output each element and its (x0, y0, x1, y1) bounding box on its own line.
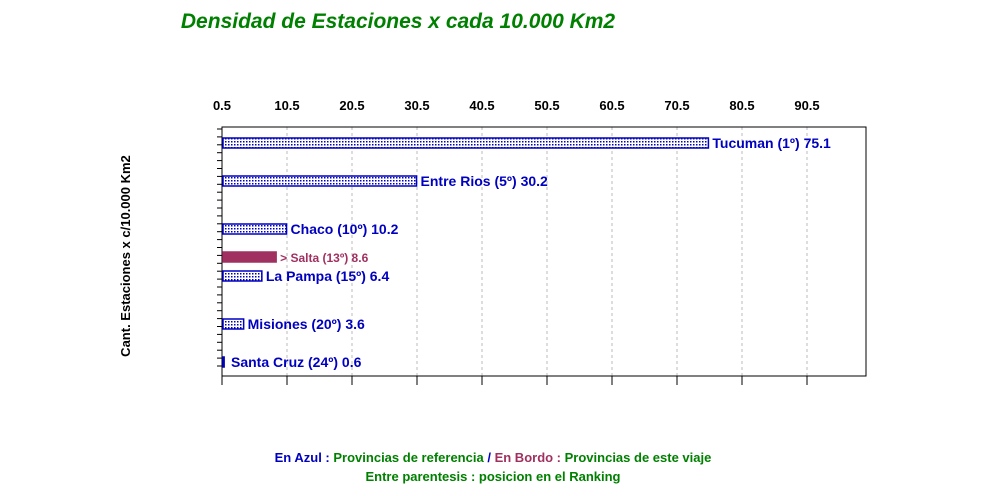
bar-layer: Tucuman (1º) 75.1 Entre Rios (5º) 30.2 Cha… (222, 135, 831, 370)
bar (222, 356, 225, 368)
bar (222, 270, 263, 282)
x-tick-label: 50.5 (534, 98, 559, 113)
bar (222, 251, 277, 263)
bar-label: Chaco (10º) 10.2 (291, 221, 399, 237)
legend-azul-key: En Azul : (274, 450, 330, 465)
x-tick-label: 10.5 (274, 98, 299, 113)
x-tick-label: 30.5 (404, 98, 429, 113)
legend-bordo-text: Provincias de este viaje (564, 450, 712, 465)
chart-title: Densidad de Estaciones x cada 10.000 Km2 (0, 10, 986, 34)
plot-area-frame (221, 126, 867, 377)
bar-label: Misiones (20º) 3.6 (248, 316, 365, 332)
bar-label: Entre Rios (5º) 30.2 (421, 173, 548, 189)
x-tick-label: 40.5 (469, 98, 494, 113)
y-axis-label: Cant. Estaciones x c/10.000 Km2 (118, 155, 133, 357)
x-tick-label: 90.5 (794, 98, 819, 113)
bar (222, 137, 710, 149)
bar (222, 223, 288, 235)
legend-line-2: Entre parentesis : posicion en el Rankin… (365, 469, 621, 484)
bar-label: Tucuman (1º) 75.1 (712, 135, 831, 151)
bar-label: > Salta (13º) 8.6 (280, 251, 368, 265)
legend-line-1: En Azul : Provincias de referencia / En … (0, 450, 986, 465)
x-tick-label: 60.5 (599, 98, 624, 113)
legend-bordo-key: En Bordo : (494, 450, 562, 465)
x-tick-label: 0.5 (213, 98, 231, 113)
x-tick-label: 70.5 (664, 98, 689, 113)
bar-label: La Pampa (15º) 6.4 (266, 268, 390, 284)
bar (222, 318, 245, 330)
legend-azul-text: Provincias de referencia (333, 450, 484, 465)
x-tick-label: 20.5 (339, 98, 364, 113)
bar-label: Santa Cruz (24º) 0.6 (231, 354, 362, 370)
bar (222, 175, 418, 187)
chart-title-text: Densidad de Estaciones x cada 10.000 Km2 (180, 10, 616, 33)
x-tick-label: 80.5 (729, 98, 754, 113)
axis-layer: 0.5 10.5 20.5 30.5 40.5 50.5 60.5 70.5 80.5 90.5 (213, 98, 820, 385)
legend-separator: / (487, 450, 491, 465)
